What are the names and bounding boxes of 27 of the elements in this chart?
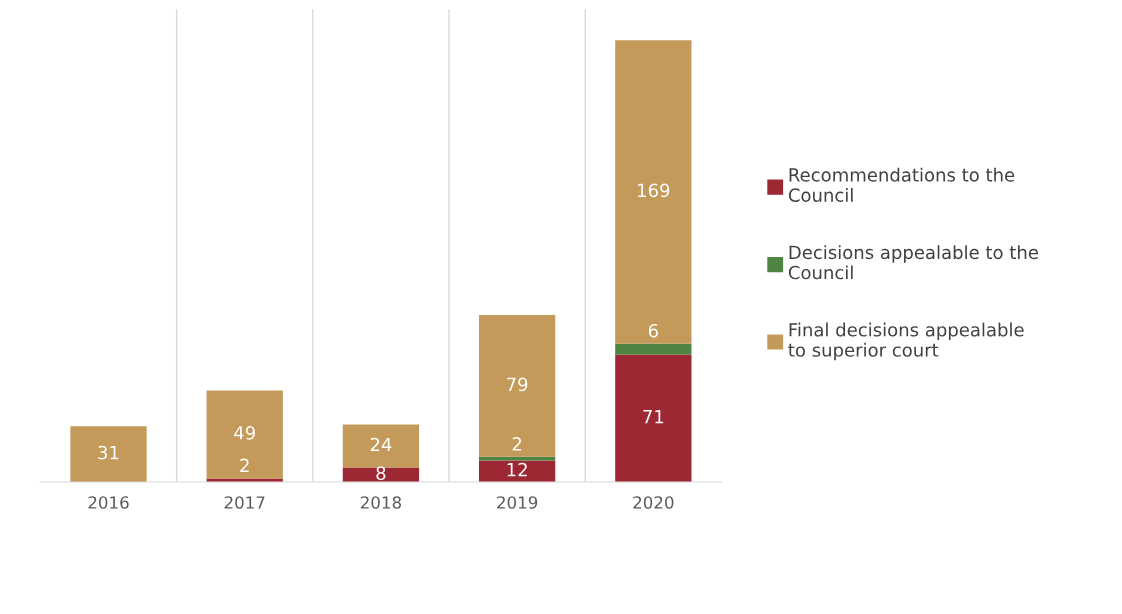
data-label: 31 xyxy=(98,445,119,460)
legend-label: Decisions appealable to the Council xyxy=(788,245,1038,280)
bar xyxy=(478,460,556,482)
bar xyxy=(615,354,692,482)
bar xyxy=(615,343,692,355)
x-tick-label: 2018 xyxy=(360,496,401,509)
bar xyxy=(206,390,283,479)
bar xyxy=(478,314,556,457)
bar xyxy=(615,40,692,344)
data-label: 2 xyxy=(240,458,249,472)
data-label: 169 xyxy=(638,183,670,198)
bar xyxy=(70,426,147,482)
data-label: 12 xyxy=(507,462,527,477)
data-label: 79 xyxy=(507,377,528,392)
x-tick-label: 2019 xyxy=(497,496,538,509)
data-label: 8 xyxy=(376,466,386,481)
bar xyxy=(342,424,420,468)
x-tick-label: 2017 xyxy=(224,496,265,509)
data-label: 71 xyxy=(643,410,664,424)
data-label: 6 xyxy=(648,323,658,338)
legend-label: Final decisions appealable to superior court xyxy=(788,322,1024,361)
x-tick-label: 2016 xyxy=(88,496,129,509)
x-tick-label: 2020 xyxy=(633,496,674,509)
data-label: 24 xyxy=(370,437,392,452)
data-label: 49 xyxy=(234,425,255,440)
data-label: 2 xyxy=(512,437,522,451)
legend-label: Recommendations to the Council xyxy=(788,167,1015,202)
